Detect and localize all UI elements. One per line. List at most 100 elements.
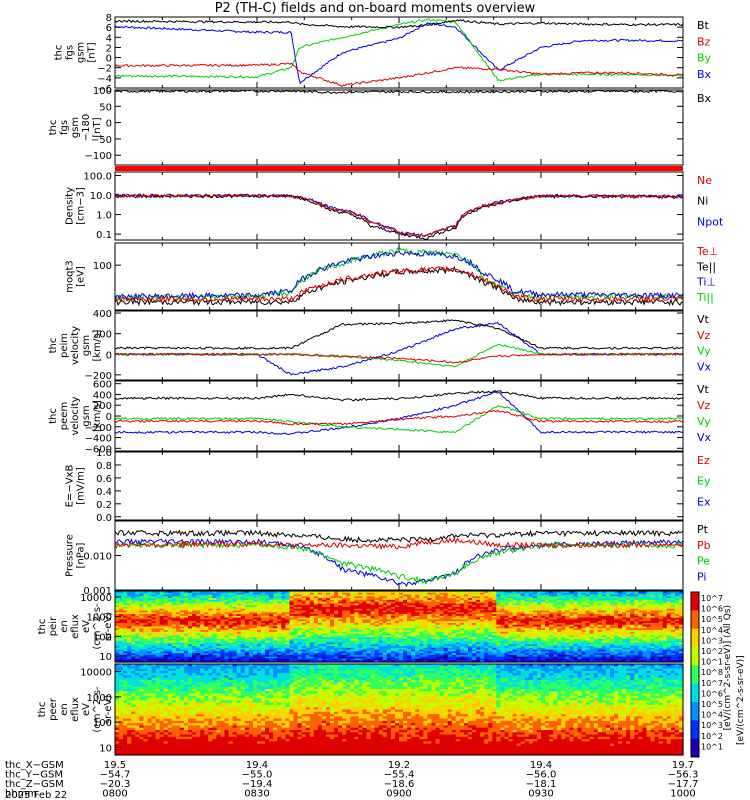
heatmap-cell [220, 615, 226, 619]
heatmap-cell [504, 621, 510, 624]
heatmap-cell [269, 640, 274, 644]
heatmap-cell [431, 644, 437, 647]
heatmap-cell [159, 599, 165, 603]
heatmap-cell [220, 591, 226, 594]
heatmap-cell [183, 591, 189, 594]
heatmap-cell [273, 630, 278, 633]
heatmap-cell [545, 626, 550, 629]
heatmap-cell [175, 638, 181, 642]
heatmap-cell [200, 598, 205, 601]
heatmap-cell [532, 603, 538, 606]
heatmap-cell [358, 638, 364, 642]
heatmap-cell [224, 614, 230, 617]
heatmap-cell [350, 637, 355, 640]
heatmap-cell [362, 619, 368, 622]
heatmap-cell [484, 619, 489, 622]
heatmap-cell [277, 596, 282, 599]
heatmap-cell [500, 642, 506, 645]
heatmap-cell [366, 624, 372, 628]
heatmap-cell [334, 646, 339, 649]
heatmap-cell [269, 603, 274, 606]
heatmap-cell [167, 642, 173, 645]
heatmap-cell [309, 656, 315, 660]
heatmap-cell [204, 599, 209, 603]
heatmap-cell [350, 626, 355, 629]
heatmap-cell [399, 591, 404, 594]
heatmap-cell [545, 631, 550, 635]
heatmap-cell [196, 646, 201, 649]
panel-2-ylabel-line: gsm [70, 117, 81, 138]
heatmap-cell [265, 646, 270, 649]
heatmap-cell [321, 592, 327, 596]
heatmap-cell [334, 612, 339, 615]
heatmap-cell [216, 608, 222, 612]
heatmap-cell [390, 591, 396, 594]
heatmap-cell [285, 619, 291, 622]
heatmap-cell [317, 612, 323, 615]
heatmap-cell [553, 614, 558, 617]
heatmap-cell [569, 635, 575, 638]
heatmap-cell [285, 635, 291, 638]
heatmap-cell [313, 646, 319, 649]
heatmap-cell [297, 637, 303, 640]
heatmap-cell [309, 644, 315, 647]
heatmap-cell [244, 630, 250, 633]
heatmap-cell [183, 601, 189, 605]
heatmap-cell [143, 646, 149, 649]
heatmap-cell [265, 626, 270, 629]
heatmap-cell [257, 606, 262, 610]
heatmap-cell [565, 603, 570, 606]
heatmap-cell [131, 660, 136, 663]
legend-bx: Bx [697, 92, 712, 105]
heatmap-cell [415, 633, 420, 636]
heatmap-cell [151, 647, 157, 651]
heatmap-cell [265, 599, 270, 603]
heatmap-cell [411, 638, 416, 642]
heatmap-cell [163, 640, 169, 644]
heatmap-cell [484, 644, 489, 647]
heatmap-cell [321, 626, 327, 629]
heatmap-cell [553, 651, 558, 654]
heatmap-cell [467, 658, 473, 661]
panel-5-ylabel-line: gsm [81, 335, 92, 356]
heatmap-cell [435, 605, 441, 608]
heatmap-cell [403, 615, 408, 619]
heatmap-cell [338, 591, 343, 594]
heatmap-cell [261, 598, 266, 601]
heatmap-cell [265, 660, 270, 663]
heatmap-cell [399, 606, 404, 610]
heatmap-cell [135, 653, 140, 656]
heatmap-cell [358, 610, 364, 613]
heatmap-cell [366, 599, 372, 603]
heatmap-cell [135, 617, 140, 620]
heatmap-cell [350, 614, 355, 617]
heatmap-cell [484, 638, 489, 642]
heatmap-cell [423, 660, 428, 663]
y-tick-label: −6 [97, 84, 112, 95]
heatmap-cell [188, 610, 193, 613]
heatmap-cell [386, 615, 392, 619]
heatmap-cell [362, 646, 368, 649]
heatmap-cell [131, 594, 136, 597]
heatmap-cell [297, 599, 303, 603]
heatmap-cell [289, 606, 295, 610]
heatmap-cell [293, 635, 299, 638]
series-line-ti⊥ [114, 250, 684, 301]
heatmap-cell [244, 603, 250, 606]
heatmap-cell [472, 610, 477, 613]
heatmap-cell [350, 617, 355, 620]
heatmap-cell [508, 624, 514, 628]
heatmap-cell [269, 606, 274, 610]
heatmap-cell [528, 646, 534, 649]
heatmap-cell [541, 619, 546, 622]
heatmap-cell [532, 610, 538, 613]
panel-2-ylabel-line: fgs [59, 120, 70, 135]
heatmap-cell [232, 658, 238, 661]
heatmap-cell [317, 633, 323, 636]
heatmap-cell [224, 621, 230, 624]
heatmap-cell [541, 644, 546, 647]
heatmap-cell [403, 647, 408, 651]
heatmap-cell [459, 608, 465, 612]
heatmap-cell [512, 631, 518, 635]
heatmap-cell [500, 599, 506, 603]
